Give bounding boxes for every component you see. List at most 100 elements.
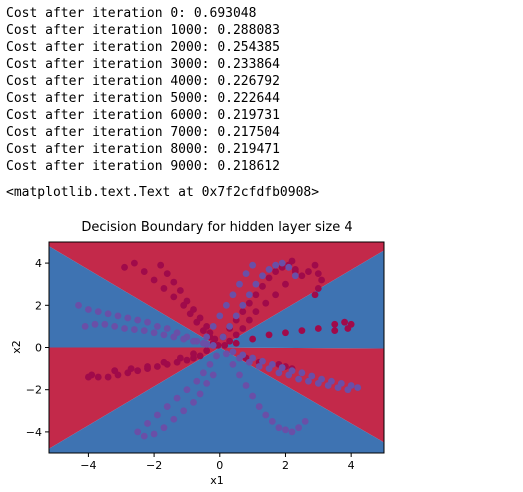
red-class-point: [104, 373, 112, 381]
blue-class-point: [206, 360, 214, 368]
y-tick-label: −2: [26, 384, 42, 397]
cost-log-line: Cost after iteration 6000: 0.219731: [6, 108, 280, 123]
blue-class-point: [140, 327, 148, 335]
blue-class-point: [245, 358, 253, 366]
blue-class-point: [114, 312, 122, 320]
blue-class-point: [334, 384, 342, 391]
blue-class-point: [236, 280, 243, 288]
cost-log-line: Cost after iteration 3000: 0.233864: [6, 57, 280, 72]
blue-class-point: [219, 333, 227, 341]
red-class-point: [298, 272, 306, 280]
y-tick-label: −4: [26, 426, 42, 439]
red-class-point: [282, 329, 289, 337]
red-class-point: [214, 341, 222, 349]
red-class-point: [203, 323, 211, 330]
red-class-point: [272, 291, 280, 299]
red-decision-region: [49, 242, 384, 348]
red-class-point: [314, 285, 322, 292]
blue-class-point: [255, 363, 263, 370]
blue-class-point: [298, 369, 306, 377]
red-class-point: [176, 287, 184, 294]
red-class-point: [314, 270, 322, 278]
blue-class-point: [226, 323, 234, 330]
x-axis-label: x1: [210, 474, 224, 487]
red-class-point: [170, 278, 178, 286]
red-class-point: [150, 276, 158, 284]
red-class-point: [252, 291, 260, 299]
y-axis-ticks: −4 −2 0 2 4: [26, 257, 49, 439]
blue-class-point: [236, 371, 243, 379]
red-class-point: [157, 261, 165, 269]
blue-class-point: [209, 341, 217, 349]
cost-log-line: Cost after iteration 2000: 0.254385: [6, 40, 280, 55]
blue-class-point: [153, 323, 161, 330]
blue-class-point: [278, 364, 286, 371]
blue-class-point: [85, 306, 92, 313]
blue-class-point: [278, 259, 286, 267]
red-decision-region: [219, 347, 384, 443]
blue-class-point: [163, 325, 171, 332]
red-class-point: [232, 331, 240, 339]
blue-class-point: [252, 280, 260, 288]
blue-class-point: [249, 261, 257, 269]
blue-class-point: [94, 308, 102, 316]
blue-class-point: [242, 382, 250, 389]
red-class-point: [196, 314, 204, 322]
blue-class-point: [295, 424, 303, 432]
blue-class-point: [288, 428, 296, 436]
red-class-point: [272, 268, 280, 275]
red-class-point: [344, 325, 352, 332]
blue-class-point: [203, 333, 211, 341]
blue-class-point: [239, 301, 247, 309]
red-class-point: [144, 363, 151, 370]
red-class-point: [221, 341, 229, 349]
red-class-point: [331, 320, 339, 328]
red-class-point: [288, 257, 296, 265]
blue-class-point: [190, 337, 197, 345]
red-class-point: [160, 358, 168, 366]
blue-class-point: [222, 301, 230, 309]
red-class-point: [211, 335, 219, 343]
blue-class-point: [291, 272, 299, 280]
blue-class-point: [305, 377, 312, 385]
red-class-point: [262, 299, 270, 307]
blue-class-point: [160, 424, 168, 432]
blue-class-point: [91, 320, 99, 328]
red-class-point: [196, 352, 204, 360]
red-class-point: [121, 263, 128, 271]
blue-class-point: [153, 411, 161, 419]
x-tick-label: 2: [282, 459, 289, 472]
red-class-point: [298, 327, 306, 335]
red-class-point: [127, 365, 135, 372]
red-class-point: [176, 354, 184, 362]
blue-class-point: [190, 398, 197, 406]
red-class-point: [252, 308, 260, 316]
blue-class-point: [130, 326, 138, 333]
blue-class-point: [183, 386, 191, 394]
blue-class-point: [75, 301, 82, 309]
red-class-point: [183, 356, 191, 364]
red-class-point: [170, 293, 178, 301]
red-class-point: [265, 274, 273, 282]
blue-class-point: [209, 323, 217, 330]
cost-log-line: Cost after iteration 1000: 0.288083: [6, 23, 280, 38]
blue-class-point: [173, 394, 181, 402]
cost-log-line: Cost after iteration 9000: 0.218612: [6, 159, 280, 174]
blue-class-point: [282, 426, 289, 434]
cost-log: Cost after iteration 0: 0.693048 Cost aft…: [6, 5, 280, 175]
blue-class-point: [140, 432, 148, 440]
blue-class-point: [262, 411, 270, 419]
red-class-point: [190, 306, 197, 313]
y-axis-label: x2: [10, 340, 23, 354]
blue-class-point: [134, 316, 142, 324]
blue-class-point: [203, 379, 211, 387]
blue-class-point: [150, 430, 158, 438]
blue-class-point: [229, 360, 237, 368]
blue-class-point: [236, 354, 243, 362]
blue-class-point: [104, 310, 112, 318]
blue-class-point: [209, 371, 217, 379]
red-class-point: [226, 337, 234, 345]
red-class-point: [245, 299, 253, 307]
x-tick-label: 4: [348, 459, 355, 472]
blue-class-point: [265, 266, 273, 273]
